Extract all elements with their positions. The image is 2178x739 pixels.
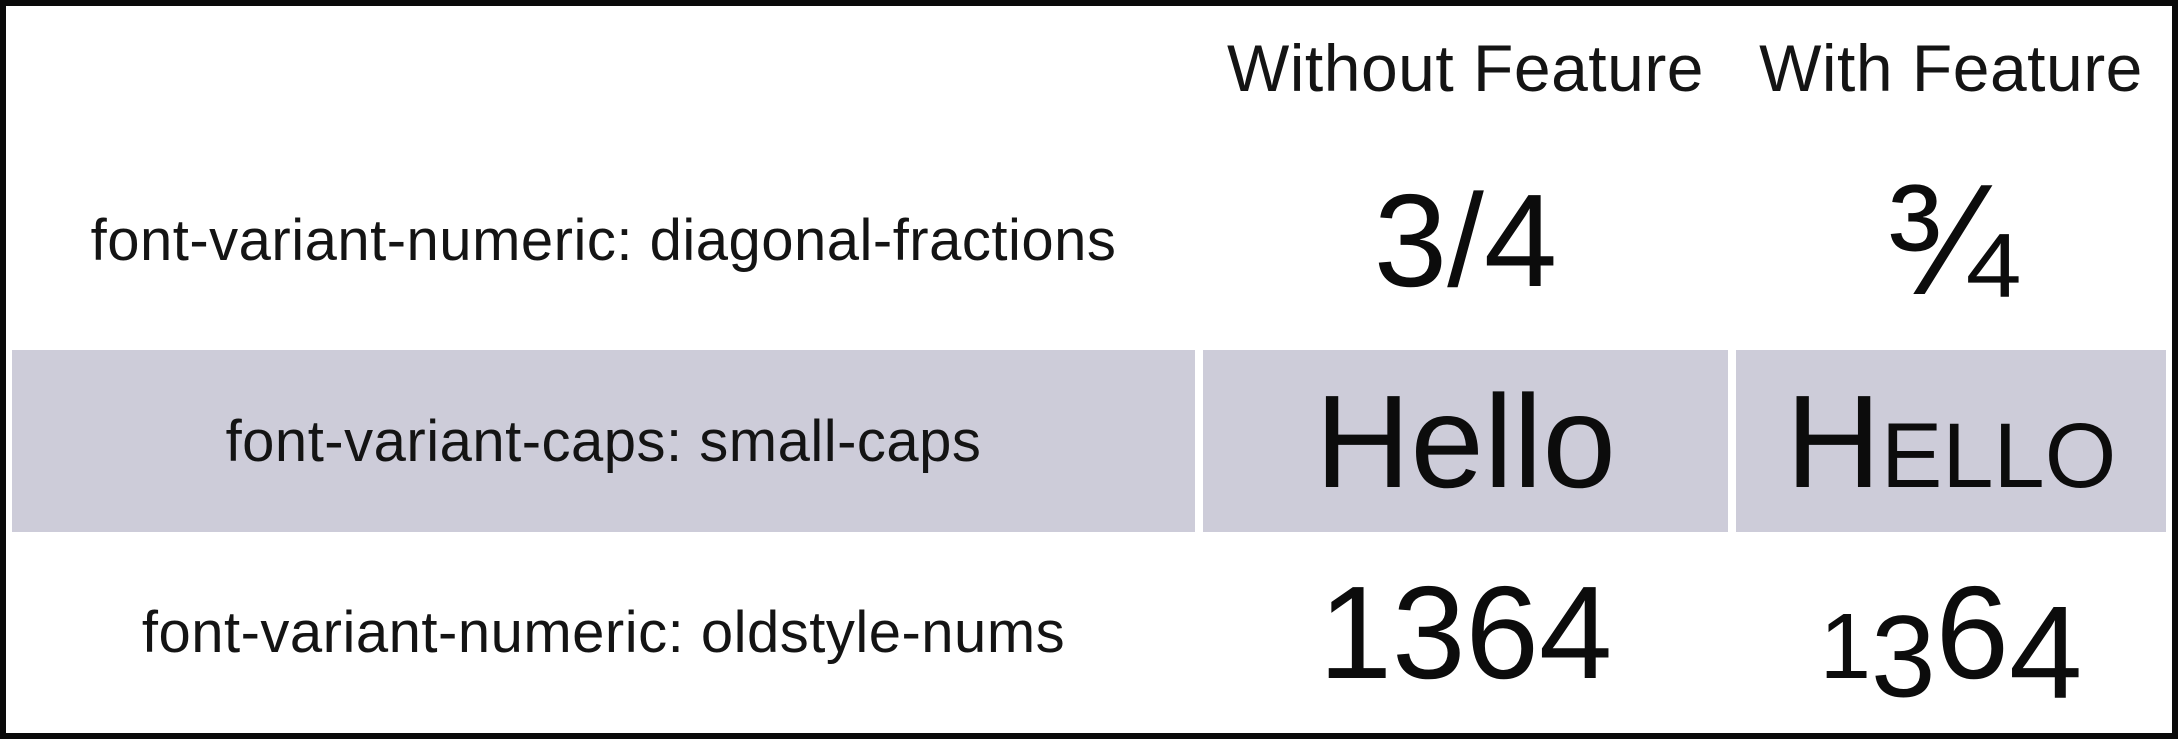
plain-fraction-sample: 3/4 (1373, 166, 1558, 314)
small-caps-sample: Hello (1785, 367, 2117, 515)
plain-caps-sample: Hello (1315, 367, 1616, 515)
row-small-caps-label: font-variant-caps: small-caps (225, 408, 982, 474)
table-grid: Without Feature With Feature font-varian… (6, 6, 2172, 733)
row-diagonal-fractions-label-cell: font-variant-numeric: diagonal-fractions (12, 130, 1195, 350)
row-diagonal-fractions-with-cell: ¾ (1736, 130, 2166, 350)
row-oldstyle-nums-without-cell: 1364 (1203, 532, 1728, 733)
column-header-with-feature: With Feature (1736, 6, 2166, 130)
diagonal-fraction-sample: ¾ (1885, 151, 2017, 328)
column-header-without-feature: Without Feature (1203, 6, 1728, 130)
row-small-caps-without-cell: Hello (1203, 350, 1728, 532)
row-oldstyle-nums-label: font-variant-numeric: oldstyle-nums (141, 600, 1066, 665)
row-diagonal-fractions-label: font-variant-numeric: diagonal-fractions (90, 207, 1117, 273)
lining-nums-sample: 1364 (1318, 559, 1613, 706)
column-header-with-feature-label: With Feature (1759, 31, 2143, 105)
row-oldstyle-nums-label-cell: font-variant-numeric: oldstyle-nums (12, 532, 1195, 733)
oldstyle-nums-sample: 1364 (1819, 559, 2083, 726)
row-small-caps-label-cell: font-variant-caps: small-caps (12, 350, 1195, 532)
row-small-caps-with-cell: Hello (1736, 350, 2166, 532)
header-empty-cell (12, 6, 1195, 130)
column-header-without-feature-label: Without Feature (1226, 31, 1705, 105)
row-diagonal-fractions-without-cell: 3/4 (1203, 130, 1728, 350)
row-oldstyle-nums-with-cell: 1364 (1736, 532, 2166, 733)
